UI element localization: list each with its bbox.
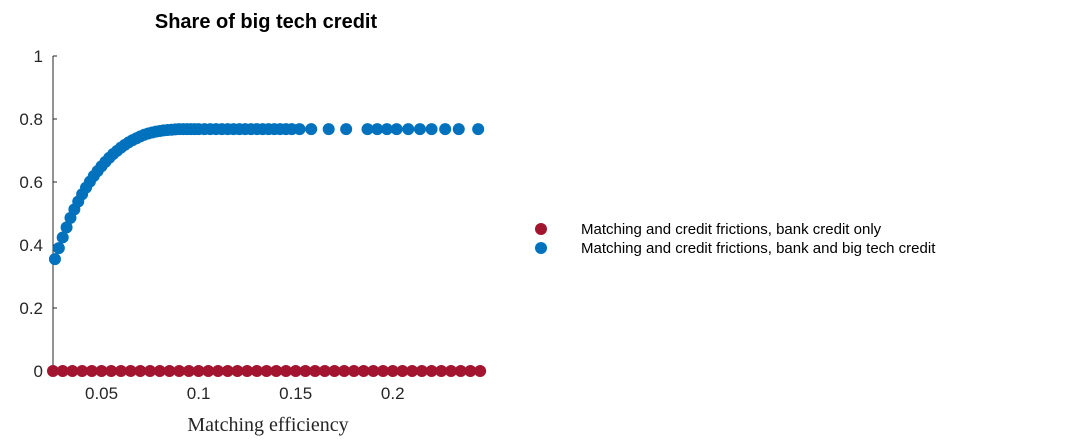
data-point	[425, 365, 438, 377]
x-axis-label: Matching efficiency	[187, 414, 348, 436]
data-point	[361, 123, 374, 136]
data-point	[386, 365, 399, 377]
data-point	[357, 365, 370, 377]
x-tick-label: 0.05	[85, 384, 118, 403]
series-1	[47, 365, 487, 377]
data-point	[347, 365, 360, 377]
y-tick-label: 1	[34, 47, 43, 66]
data-point	[472, 123, 485, 136]
data-point	[413, 123, 426, 136]
data-point	[464, 365, 477, 377]
series-2	[48, 123, 485, 266]
data-point	[163, 365, 176, 377]
data-point	[289, 365, 302, 377]
data-point	[439, 123, 452, 136]
data-point	[76, 365, 89, 377]
x-tick-label: 0.1	[187, 384, 211, 403]
data-point	[52, 242, 65, 255]
data-point	[390, 123, 403, 136]
x-tick-label: 0.15	[279, 384, 312, 403]
data-point	[322, 123, 335, 136]
data-point	[406, 365, 419, 377]
data-point	[260, 365, 273, 377]
data-point	[396, 365, 409, 377]
data-point	[474, 365, 487, 377]
data-point	[95, 365, 108, 377]
data-point	[173, 365, 186, 377]
data-point	[114, 365, 127, 377]
data-point	[241, 365, 254, 377]
data-point	[444, 365, 457, 377]
data-point	[415, 365, 428, 377]
y-tick-label: 0.2	[19, 299, 43, 318]
data-point	[367, 365, 380, 377]
data-point	[318, 365, 331, 377]
data-point	[221, 365, 234, 377]
data-point	[454, 365, 467, 377]
y-tick-label: 0.4	[19, 236, 43, 255]
data-point	[452, 123, 465, 136]
data-point	[377, 365, 390, 377]
legend-label: Matching and credit frictions, bank and …	[581, 240, 936, 257]
data-point	[182, 365, 195, 377]
legend-marker	[535, 242, 547, 254]
data-point	[48, 253, 61, 266]
data-point	[192, 365, 205, 377]
data-point	[47, 365, 59, 377]
data-point	[338, 365, 351, 377]
data-point	[144, 365, 157, 377]
data-point	[270, 365, 283, 377]
legend-label: Matching and credit frictions, bank cred…	[581, 221, 882, 238]
data-point	[85, 365, 98, 377]
legend-marker	[535, 223, 547, 235]
data-point	[56, 231, 69, 244]
y-tick-label: 0.6	[19, 173, 43, 192]
chart-title: Share of big tech credit	[155, 11, 378, 33]
data-point	[425, 123, 438, 136]
data-point	[328, 365, 341, 377]
x-tick-label: 0.2	[381, 384, 405, 403]
data-point	[56, 365, 69, 377]
data-point	[134, 365, 147, 377]
data-point	[402, 123, 415, 136]
data-point	[153, 365, 166, 377]
data-point	[231, 365, 244, 377]
plot-area: 0 0.2 0.4 0.6 0.8 1 0.05 0.1 0.15 0.2	[19, 47, 487, 403]
legend: Matching and credit frictions, bank cred…	[535, 221, 936, 257]
data-point	[293, 123, 306, 136]
y-tick-label: 0	[34, 362, 43, 381]
data-point	[124, 365, 137, 377]
data-point	[105, 365, 118, 377]
data-point	[66, 365, 79, 377]
data-point	[279, 365, 292, 377]
data-point	[340, 123, 353, 136]
data-point	[212, 365, 225, 377]
data-point	[380, 123, 393, 136]
data-point	[299, 365, 312, 377]
data-point	[60, 221, 73, 234]
data-point	[309, 365, 322, 377]
data-point	[305, 123, 318, 136]
data-point	[435, 365, 448, 377]
data-point	[250, 365, 263, 377]
data-point	[202, 365, 215, 377]
data-point	[371, 123, 384, 136]
y-tick-label: 0.8	[19, 110, 43, 129]
